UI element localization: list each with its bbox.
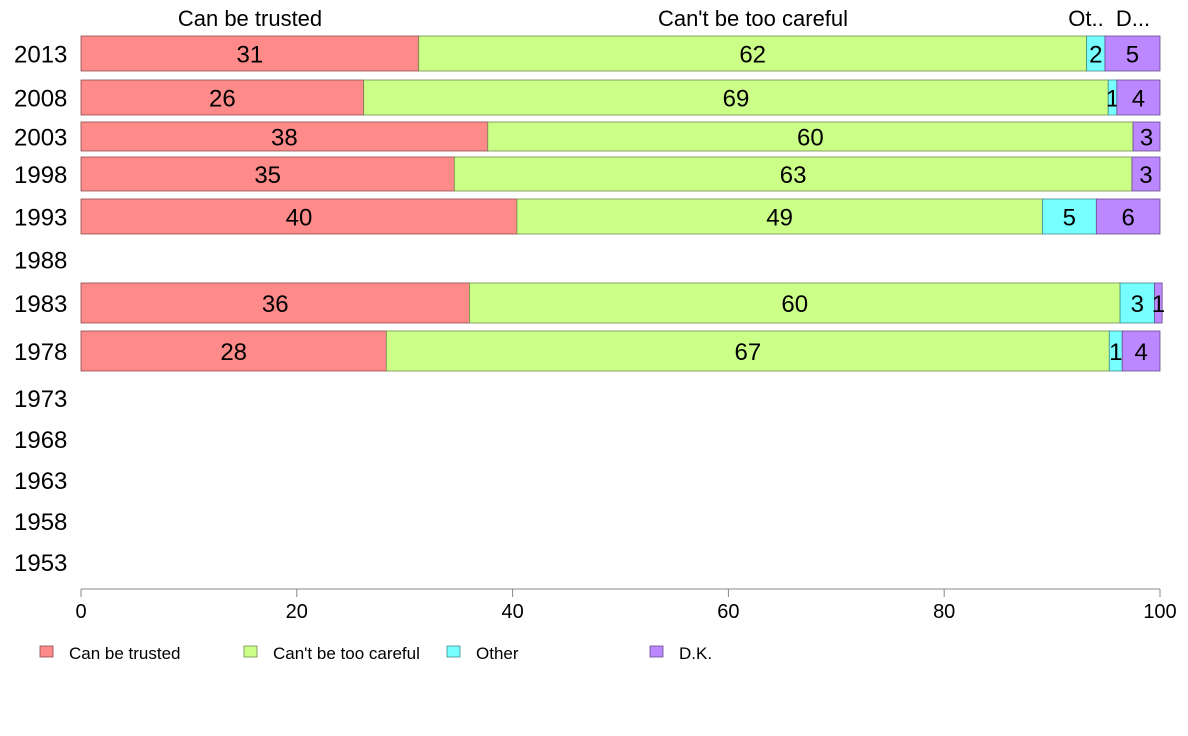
x-axis: 0 20 40 60 80 100 [75, 588, 1177, 623]
bar-label-1983-series-3: 1 [1152, 291, 1165, 318]
column-header-1: Can't be too careful [658, 6, 848, 31]
x-tick-label-2: 40 [501, 601, 523, 623]
year-label-1978: 1978 [14, 339, 67, 366]
column-headers: Can be trusted Can't be too careful Ot.. D.… [178, 6, 1150, 31]
year-label-1998: 1998 [14, 162, 67, 189]
x-tick-label-4: 80 [933, 601, 955, 623]
year-label-2013: 2013 [14, 42, 67, 69]
legend-swatch-2 [446, 645, 461, 658]
bar-2008-series-3 [1116, 79, 1161, 116]
bar-1978-series-1 [385, 330, 1110, 372]
bar-label-2013-series-1: 62 [739, 42, 766, 69]
bar-label-2008-series-1: 69 [723, 86, 750, 113]
bar-label-1983-series-0: 36 [262, 291, 289, 318]
column-header-3: D... [1116, 6, 1150, 31]
year-label-1983: 1983 [14, 291, 67, 318]
year-label-1953: 1953 [14, 550, 67, 577]
bar-1983-series-2 [1119, 282, 1156, 324]
bar-2008-series-0 [80, 79, 365, 116]
bar-label-2003-series-0: 38 [271, 125, 298, 152]
bar-label-1978-series-1: 67 [734, 339, 761, 366]
bar-1998-series-3 [1131, 156, 1161, 192]
bar-2013-series-3 [1104, 35, 1161, 72]
legend-label-1: Can't be too careful [273, 644, 420, 663]
legend-label-3: D.K. [679, 644, 712, 663]
bar-2013-series-0 [80, 35, 420, 72]
bar-label-1983-series-1: 60 [781, 291, 808, 318]
bar-label-2013-series-0: 31 [237, 42, 264, 69]
bar-label-2008-series-3: 4 [1132, 86, 1145, 113]
legend-swatch-1 [243, 645, 258, 658]
year-labels: 2013 2008 2003 1998 1993 1988 1983 1978 1973 1968… [14, 42, 67, 578]
bar-label-1998-series-3: 3 [1139, 162, 1152, 189]
year-label-1973: 1973 [14, 386, 67, 413]
column-header-0: Can be trusted [178, 6, 322, 31]
bar-label-1978-series-0: 28 [220, 339, 247, 366]
bar-label-1998-series-0: 35 [254, 162, 281, 189]
bar-label-2003-series-1: 60 [797, 125, 824, 152]
bar-label-1998-series-1: 63 [780, 162, 807, 189]
bar-label-1993-series-2: 5 [1063, 205, 1076, 232]
legend-label-2: Other [476, 644, 519, 663]
bar-1993-series-3 [1095, 198, 1161, 235]
x-tick-label-1: 20 [286, 601, 308, 623]
bar-2003-series-0 [80, 121, 489, 152]
bar-label-2008-series-2: 1 [1106, 86, 1119, 113]
x-tick-label-3: 60 [717, 601, 739, 623]
bar-label-1993-series-1: 49 [766, 205, 793, 232]
bar-1993-series-2 [1041, 198, 1097, 235]
bar-2008-series-1 [363, 79, 1109, 116]
legend-swatch-0 [39, 645, 54, 658]
bar-label-1978-series-3: 4 [1134, 339, 1147, 366]
year-label-2003: 2003 [14, 125, 67, 152]
x-tick-label-0: 0 [75, 601, 86, 623]
bar-1993-series-1 [516, 198, 1043, 235]
year-label-1963: 1963 [14, 468, 67, 495]
x-tick-label-5: 100 [1143, 601, 1176, 623]
bar-1998-series-0 [80, 156, 455, 192]
bar-2003-series-1 [487, 121, 1134, 152]
bar-1978-series-0 [80, 330, 387, 372]
legend-swatch-3 [649, 645, 664, 658]
legend: Can be trusted Can't be too careful Other D… [39, 644, 712, 663]
legend-label-0: Can be trusted [69, 644, 181, 663]
bar-2003-series-3 [1132, 121, 1161, 152]
bars-area: 31 62 2 526 69 1 438 60 335 63 340 49 5 636 60 3 128 67 1 4 [80, 35, 1165, 372]
year-label-1988: 1988 [14, 248, 67, 275]
bar-label-1993-series-0: 40 [286, 205, 313, 232]
bar-label-2003-series-3: 3 [1140, 125, 1153, 152]
bar-1993-series-0 [80, 198, 518, 235]
bar-label-1983-series-2: 3 [1131, 291, 1144, 318]
bar-1978-series-3 [1121, 330, 1161, 372]
year-label-1958: 1958 [14, 509, 67, 536]
bar-label-2013-series-3: 5 [1126, 42, 1139, 69]
bar-label-1993-series-3: 6 [1121, 205, 1134, 232]
bar-1983-series-3 [1154, 282, 1163, 324]
bar-1998-series-1 [453, 156, 1133, 192]
year-label-1993: 1993 [14, 205, 67, 232]
bar-1983-series-0 [80, 282, 470, 324]
bar-label-1978-series-2: 1 [1109, 339, 1122, 366]
year-label-1968: 1968 [14, 427, 67, 454]
bar-2013-series-1 [418, 35, 1088, 72]
bar-label-2013-series-2: 2 [1089, 42, 1102, 69]
column-header-2: Ot.. [1068, 6, 1103, 31]
bar-label-2008-series-0: 26 [209, 86, 236, 113]
year-label-2008: 2008 [14, 86, 67, 113]
